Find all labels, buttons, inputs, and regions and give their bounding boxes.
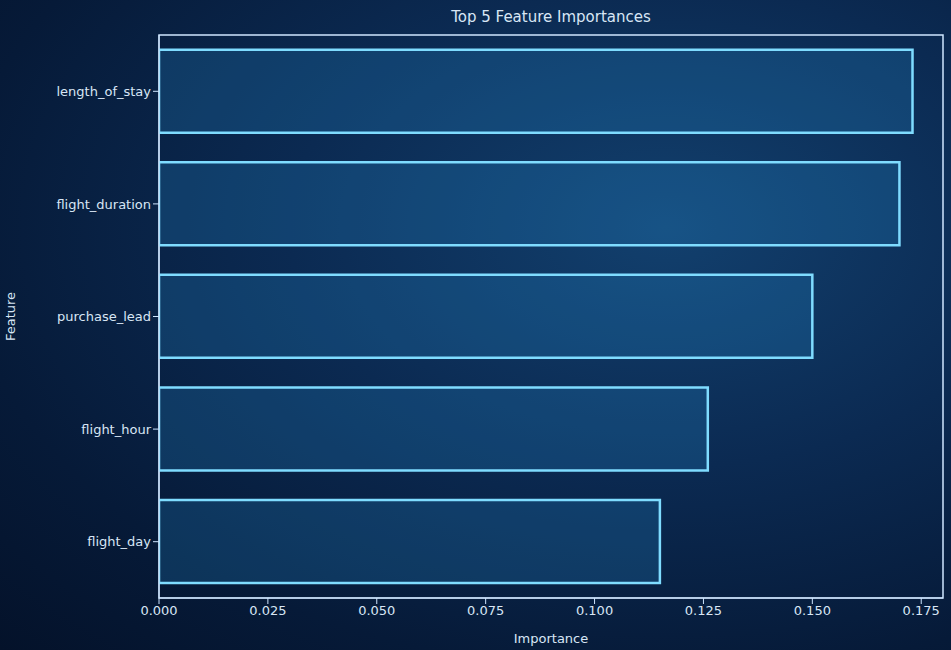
svg-text:0.125: 0.125	[685, 603, 722, 618]
svg-text:0.000: 0.000	[140, 603, 177, 618]
svg-text:flight_day: flight_day	[87, 534, 151, 549]
svg-text:0.100: 0.100	[576, 603, 613, 618]
svg-text:0.025: 0.025	[249, 603, 286, 618]
svg-text:flight_hour: flight_hour	[81, 422, 151, 437]
svg-text:0.150: 0.150	[794, 603, 831, 618]
svg-text:Importance: Importance	[514, 631, 589, 646]
svg-text:0.075: 0.075	[467, 603, 504, 618]
svg-text:flight_duration: flight_duration	[56, 197, 151, 212]
svg-text:length_of_stay: length_of_stay	[57, 84, 152, 99]
svg-text:0.050: 0.050	[358, 603, 395, 618]
svg-text:0.175: 0.175	[903, 603, 940, 618]
svg-text:Feature: Feature	[3, 292, 18, 341]
html-text:Top 5 Feature Importances: Top 5 Feature Importances	[451, 8, 651, 26]
svg-text:purchase_lead: purchase_lead	[57, 309, 151, 324]
